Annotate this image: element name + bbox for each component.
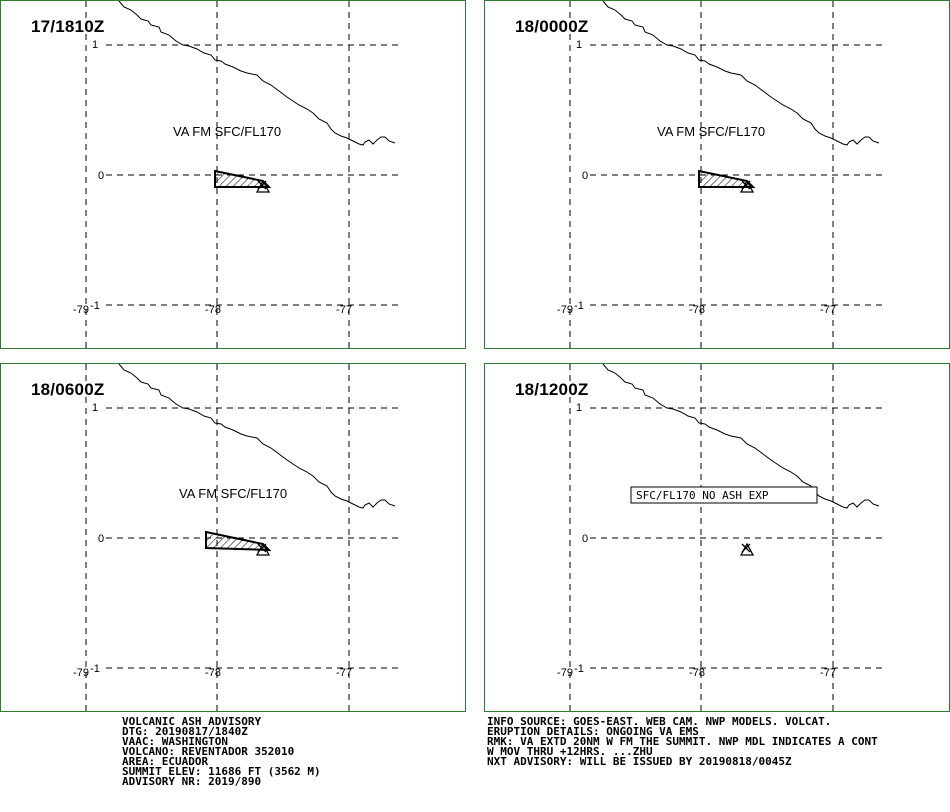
lat-label-0: 0 [582, 170, 588, 182]
lon-label-77: -77 [820, 667, 836, 679]
ash-cloud-polygon [698, 169, 756, 188]
volcano-icon [739, 542, 755, 556]
lon-label-78: -78 [205, 667, 221, 679]
advisory-line: INFO SOURCE: GOES-EAST. WEB CAM. NWP MOD… [487, 715, 832, 728]
lon-label-77: -77 [336, 304, 352, 316]
map-canvas: 1 0 -1 -79 -78 -77 VA FM SFC/FL170 [557, 1, 885, 348]
ash-height-label: VA FM SFC/FL170 [179, 486, 287, 501]
lon-label-79: -79 [557, 304, 573, 316]
volcano-icon [255, 542, 271, 556]
coastline [602, 364, 880, 509]
lat-lon-grid [569, 364, 885, 711]
panel-valid-time: 18/0600Z [31, 380, 105, 399]
lat-label-0: 0 [98, 533, 104, 545]
ash-height-label: VA FM SFC/FL170 [657, 124, 765, 139]
lat-label-1: 1 [576, 39, 582, 51]
advisory-line: VOLCANO: REVENTADOR 352010 [122, 745, 295, 758]
lat-label-1: 1 [92, 39, 98, 51]
lon-label-77: -77 [336, 667, 352, 679]
ash-cloud-polygon [205, 530, 272, 552]
lon-label-79: -79 [557, 667, 573, 679]
map-canvas: 1 0 -1 -79 -78 -77 SFC/FL170 NO ASH EXP [557, 364, 885, 711]
no-ash-label-box [630, 486, 818, 504]
advisory-line: ERUPTION DETAILS: ONGOING VA EMS [487, 725, 699, 738]
lon-label-79: -79 [73, 304, 89, 316]
map-panel-2: 1 0 -1 -79 -78 -77 VA FM SFC/FL170 18/00… [484, 0, 950, 349]
panel-valid-time: 18/1200Z [515, 380, 589, 399]
advisory-line: W MOV THRU +12HRS. ...ZHU [487, 745, 653, 758]
lat-label-1: 1 [92, 402, 98, 414]
panel-valid-time: 17/1810Z [31, 17, 105, 36]
lat-label-minus-1: -1 [90, 663, 100, 675]
lat-label-minus-1: -1 [574, 300, 584, 312]
lat-lon-grid [569, 1, 885, 348]
volcano-icon [739, 179, 755, 193]
ash-height-label: VA FM SFC/FL170 [173, 124, 281, 139]
map-canvas: 1 0 -1 -79 -78 -77 VA FM SFC/FL170 [73, 364, 401, 711]
lat-label-0: 0 [582, 533, 588, 545]
lat-lon-grid [85, 364, 401, 711]
advisory-line: SUMMIT ELEV: 11686 FT (3562 M) [122, 765, 321, 778]
lat-label-0: 0 [98, 170, 104, 182]
advisory-line: AREA: ECUADOR [122, 755, 209, 768]
map-canvas: 1 0 -1 -79 -78 -77 VA FM SFC/FL170 [73, 1, 401, 348]
advisory-line: DTG: 20190817/1840Z [122, 725, 248, 738]
advisory-details-block: INFO SOURCE: GOES-EAST. WEB CAM. NWP MOD… [487, 715, 878, 768]
map-panel-3: 1 0 -1 -79 -78 -77 VA FM SFC/FL170 18/06… [0, 363, 466, 712]
map-panel-4: 1 0 -1 -79 -78 -77 SFC/FL170 NO ASH EXP … [484, 363, 950, 712]
advisory-line: VAAC: WASHINGTON [122, 735, 228, 748]
advisory-header-block: VOLCANIC ASH ADVISORY DTG: 20190817/1840Z… [122, 715, 321, 788]
coastline [118, 364, 396, 509]
advisory-line: NXT ADVISORY: WILL BE ISSUED BY 20190818… [487, 755, 792, 768]
lon-label-77: -77 [820, 304, 836, 316]
lat-label-minus-1: -1 [90, 300, 100, 312]
ash-cloud-polygon [214, 169, 272, 188]
lat-label-minus-1: -1 [574, 663, 584, 675]
map-panel-1: 1 0 -1 -79 -78 -77 VA FM SFC/FL170 17/18… [0, 0, 466, 349]
volcano-icon [255, 179, 271, 193]
advisory-line: VOLCANIC ASH ADVISORY [122, 715, 262, 728]
lon-label-78: -78 [689, 667, 705, 679]
lon-label-79: -79 [73, 667, 89, 679]
panel-valid-time: 18/0000Z [515, 17, 589, 36]
advisory-line: RMK: VA EXTD 20NM W FM THE SUMMIT. NWP M… [487, 735, 878, 748]
lon-label-78: -78 [689, 304, 705, 316]
lon-label-78: -78 [205, 304, 221, 316]
lat-label-1: 1 [576, 402, 582, 414]
no-ash-label: SFC/FL170 NO ASH EXP [636, 489, 769, 502]
coastline [602, 1, 880, 146]
coastline [118, 1, 396, 146]
lat-lon-grid [85, 1, 401, 348]
advisory-line: ADVISORY NR: 2019/890 [122, 775, 262, 788]
